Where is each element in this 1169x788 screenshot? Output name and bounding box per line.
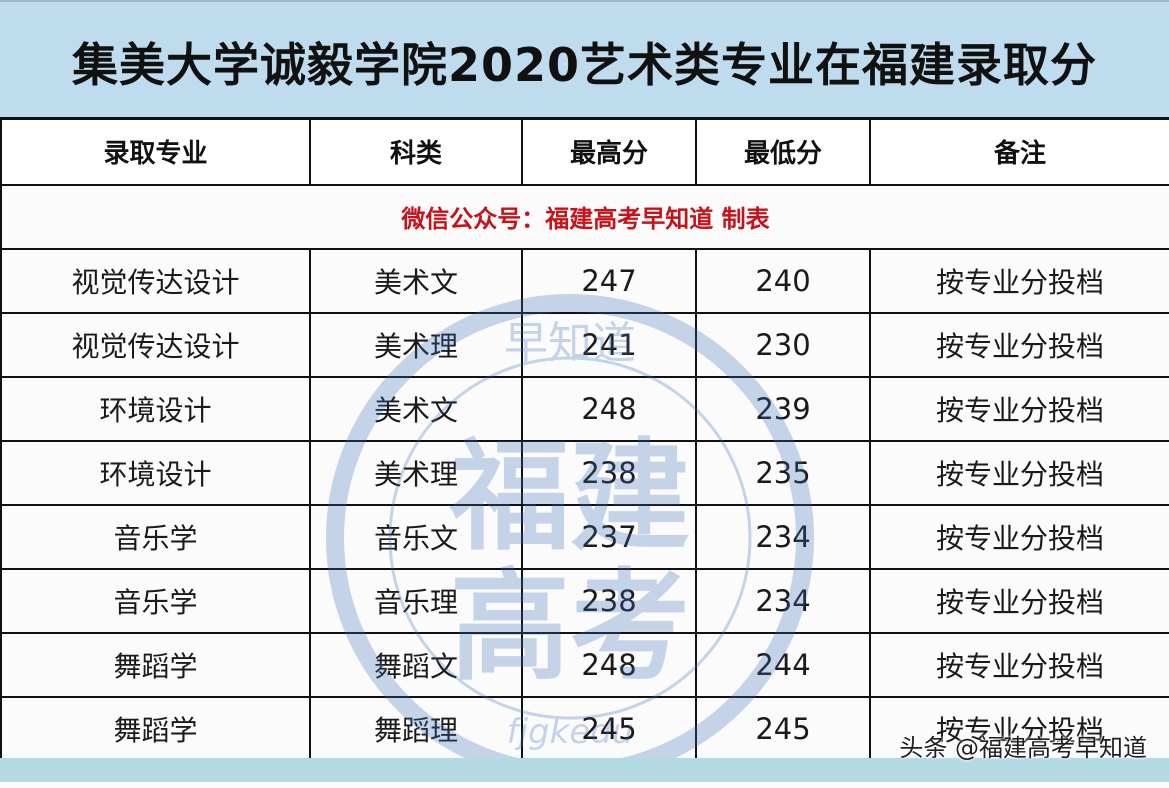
admission-score-table: 录取专业 科类 最高分 最低分 备注 微信公众号：福建高考早知道 制表 视觉传达… <box>0 117 1169 762</box>
title-banner: 集美大学诚毅学院2020艺术类专业在福建录取分 <box>0 0 1169 117</box>
cell-category: 音乐理 <box>309 567 523 634</box>
cell-major: 视觉传达设计 <box>0 311 311 378</box>
cell-max-score: 237 <box>521 503 697 570</box>
cell-remark: 按专业分投档 <box>869 567 1169 634</box>
cell-major: 环境设计 <box>0 439 311 506</box>
cell-min-score: 235 <box>695 439 871 506</box>
table-row: 视觉传达设计 美术文 247 240 按专业分投档 <box>0 247 1169 314</box>
cell-category: 美术文 <box>309 247 523 314</box>
cell-max-score: 247 <box>521 247 697 314</box>
cell-major: 舞蹈学 <box>0 631 311 698</box>
source-credit: 头条 @福建高考早知道 <box>899 734 1147 762</box>
cell-major: 舞蹈学 <box>0 695 311 762</box>
cell-max-score: 248 <box>521 631 697 698</box>
cell-min-score: 240 <box>695 247 871 314</box>
cell-min-score: 245 <box>695 695 871 762</box>
header-min-score: 最低分 <box>695 117 871 186</box>
cell-min-score: 230 <box>695 311 871 378</box>
header-major: 录取专业 <box>0 117 311 186</box>
cell-max-score: 241 <box>521 311 697 378</box>
cell-category: 音乐文 <box>309 503 523 570</box>
cell-category: 美术文 <box>309 375 523 442</box>
table-row: 环境设计 美术理 238 235 按专业分投档 <box>0 439 1169 506</box>
header-remark: 备注 <box>869 117 1169 186</box>
table-row: 舞蹈学 舞蹈文 248 244 按专业分投档 <box>0 631 1169 698</box>
cell-max-score: 238 <box>521 567 697 634</box>
cell-remark: 按专业分投档 <box>869 311 1169 378</box>
cell-category: 美术理 <box>309 439 523 506</box>
cell-max-score: 245 <box>521 695 697 762</box>
table-header-row: 录取专业 科类 最高分 最低分 备注 <box>0 117 1169 186</box>
cell-min-score: 244 <box>695 631 871 698</box>
table-row: 视觉传达设计 美术理 241 230 按专业分投档 <box>0 311 1169 378</box>
page-title: 集美大学诚毅学院2020艺术类专业在福建录取分 <box>71 37 1098 92</box>
cell-max-score: 238 <box>521 439 697 506</box>
cell-min-score: 234 <box>695 567 871 634</box>
cell-major: 音乐学 <box>0 503 311 570</box>
source-note: 微信公众号：福建高考早知道 制表 <box>0 183 1169 250</box>
cell-major: 视觉传达设计 <box>0 247 311 314</box>
header-category: 科类 <box>309 117 523 186</box>
note-row: 微信公众号：福建高考早知道 制表 <box>0 183 1169 250</box>
cell-category: 舞蹈文 <box>309 631 523 698</box>
table-row: 环境设计 美术文 248 239 按专业分投档 <box>0 375 1169 442</box>
cell-remark: 按专业分投档 <box>869 247 1169 314</box>
cell-remark: 按专业分投档 <box>869 631 1169 698</box>
table-row: 音乐学 音乐文 237 234 按专业分投档 <box>0 503 1169 570</box>
cell-major: 音乐学 <box>0 567 311 634</box>
cell-category: 美术理 <box>309 311 523 378</box>
cell-remark: 按专业分投档 <box>869 439 1169 506</box>
cell-remark: 按专业分投档 <box>869 375 1169 442</box>
table-row: 音乐学 音乐理 238 234 按专业分投档 <box>0 567 1169 634</box>
cell-min-score: 234 <box>695 503 871 570</box>
bottom-band <box>0 758 1169 782</box>
cell-major: 环境设计 <box>0 375 311 442</box>
cell-min-score: 239 <box>695 375 871 442</box>
cell-max-score: 248 <box>521 375 697 442</box>
cell-remark: 按专业分投档 <box>869 503 1169 570</box>
cell-category: 舞蹈理 <box>309 695 523 762</box>
header-max-score: 最高分 <box>521 117 697 186</box>
